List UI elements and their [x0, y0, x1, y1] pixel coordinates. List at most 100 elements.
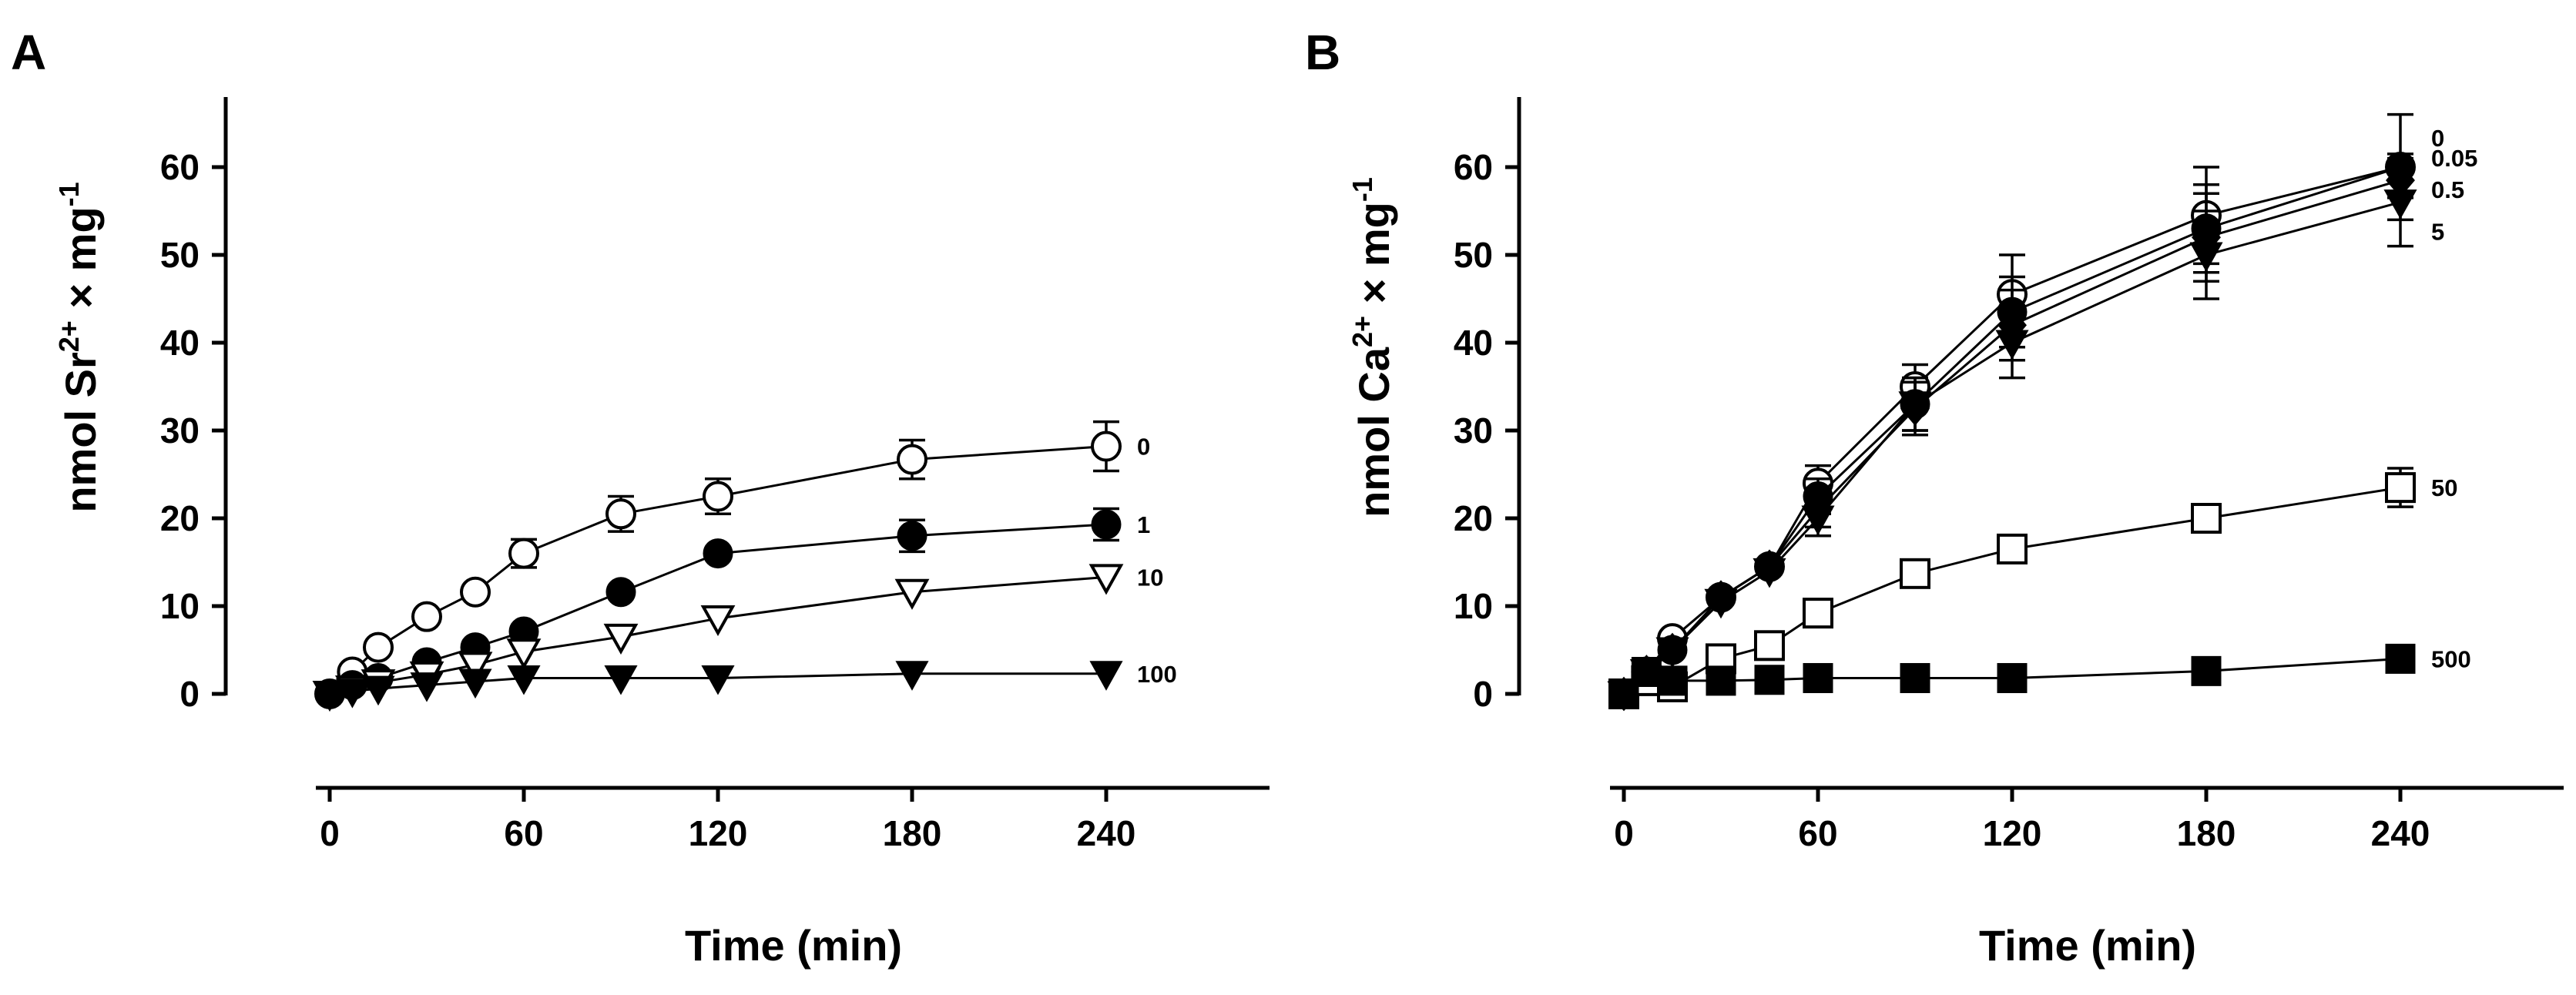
series-label: 50 — [2431, 474, 2457, 501]
y-tick-label: 10 — [1454, 586, 1493, 626]
series-label: 0 — [1137, 434, 1150, 461]
series-0.5: 0.5 — [1609, 161, 2464, 712]
panel-letter: B — [1305, 25, 1340, 80]
x-tick-label: 120 — [689, 813, 748, 853]
data-point — [2191, 503, 2222, 534]
series-label: 0.05 — [2431, 145, 2477, 172]
y-axis-title-superscript: 2+ — [53, 320, 85, 352]
x-tick-label: 240 — [1077, 813, 1136, 853]
data-point — [458, 668, 492, 699]
y-axis-title-superscript: -1 — [53, 182, 85, 206]
data-point — [701, 665, 735, 695]
data-point — [1655, 637, 1689, 668]
y-tick-label: 0 — [1473, 674, 1493, 714]
y-axis-title: nmol Ca2+ × mg-1 — [1347, 177, 1398, 518]
data-point — [895, 661, 929, 691]
y-tick-label: 10 — [160, 586, 200, 626]
data-point — [894, 578, 930, 610]
series-label: 0.5 — [2431, 176, 2464, 203]
y-tick-label: 20 — [160, 498, 200, 538]
series-0.05: 0.05 — [1608, 145, 2477, 709]
data-point — [700, 605, 736, 637]
y-tick-label: 50 — [1454, 235, 1493, 275]
data-point — [897, 521, 927, 551]
data-point — [2383, 189, 2417, 219]
data-point — [2191, 655, 2222, 686]
data-point — [1704, 588, 1738, 619]
x-tick-label: 60 — [504, 813, 543, 853]
series-label: 10 — [1137, 564, 1163, 591]
y-axis-title: nmol Sr2+ × mg-1 — [53, 182, 105, 512]
y-tick-label: 30 — [160, 410, 200, 451]
data-point — [1657, 665, 1688, 696]
data-point — [508, 538, 539, 569]
series-label: 0 — [2431, 125, 2444, 152]
x-axis-title: Time (min) — [685, 921, 902, 970]
data-point — [363, 632, 394, 663]
data-point — [1089, 661, 1123, 691]
data-point — [1898, 391, 1932, 421]
series-line — [329, 672, 1106, 695]
data-point — [458, 652, 493, 683]
y-axis-title-part: × mg — [1350, 202, 1398, 316]
y-tick-label: 40 — [160, 323, 200, 363]
y-tick-label: 40 — [1454, 323, 1493, 363]
y-tick-label: 50 — [160, 235, 200, 275]
data-point — [604, 665, 638, 695]
data-point — [1801, 505, 1835, 536]
data-point — [2189, 242, 2223, 273]
data-point — [1091, 509, 1122, 540]
data-point — [2385, 472, 2416, 504]
data-point — [1803, 662, 1833, 693]
data-point — [703, 538, 733, 569]
data-point — [1997, 533, 2028, 565]
x-tick-label: 0 — [320, 813, 340, 853]
data-point — [410, 672, 444, 702]
y-axis-title-superscript: 2+ — [1347, 316, 1378, 347]
series-label: 1 — [1137, 511, 1150, 538]
x-tick-label: 240 — [2371, 813, 2430, 853]
data-point — [1995, 330, 2029, 360]
x-tick-label: 60 — [1798, 813, 1837, 853]
y-tick-label: 60 — [1454, 147, 1493, 187]
data-point — [361, 675, 395, 706]
series-line — [329, 575, 1107, 695]
data-point — [1753, 558, 1786, 588]
data-point — [605, 577, 636, 608]
data-point — [313, 681, 347, 712]
y-tick-label: 30 — [1454, 410, 1493, 451]
data-point — [1900, 558, 1930, 589]
series-10: 10 — [312, 564, 1163, 712]
data-point — [1088, 564, 1124, 595]
data-point — [2385, 643, 2416, 674]
y-axis-title-part: nmol Sr — [56, 352, 105, 512]
series-line — [1622, 166, 2401, 695]
y-tick-label: 60 — [160, 147, 200, 187]
y-axis-title-superscript: -1 — [1347, 177, 1378, 202]
data-point — [411, 601, 442, 632]
y-tick-label: 20 — [1454, 498, 1493, 538]
x-tick-label: 0 — [1614, 813, 1634, 853]
data-point — [605, 498, 636, 530]
series-100: 100 — [313, 661, 1177, 712]
series-line — [1622, 166, 2401, 695]
data-point — [897, 444, 927, 475]
data-point — [1631, 657, 1662, 687]
data-point — [703, 481, 733, 512]
data-point — [603, 623, 639, 655]
data-point — [506, 638, 542, 670]
data-point — [1803, 598, 1833, 629]
data-point — [1754, 630, 1785, 662]
x-tick-label: 180 — [2177, 813, 2236, 853]
data-point — [1706, 665, 1736, 696]
data-point — [1754, 665, 1785, 695]
series-500: 500 — [1608, 643, 2471, 709]
data-point — [335, 678, 369, 709]
y-axis-title-part: × mg — [56, 206, 105, 320]
data-point — [1997, 662, 2028, 693]
data-point — [1900, 662, 1930, 693]
series-5: 5 — [1607, 156, 2444, 712]
series-line — [328, 445, 1107, 695]
